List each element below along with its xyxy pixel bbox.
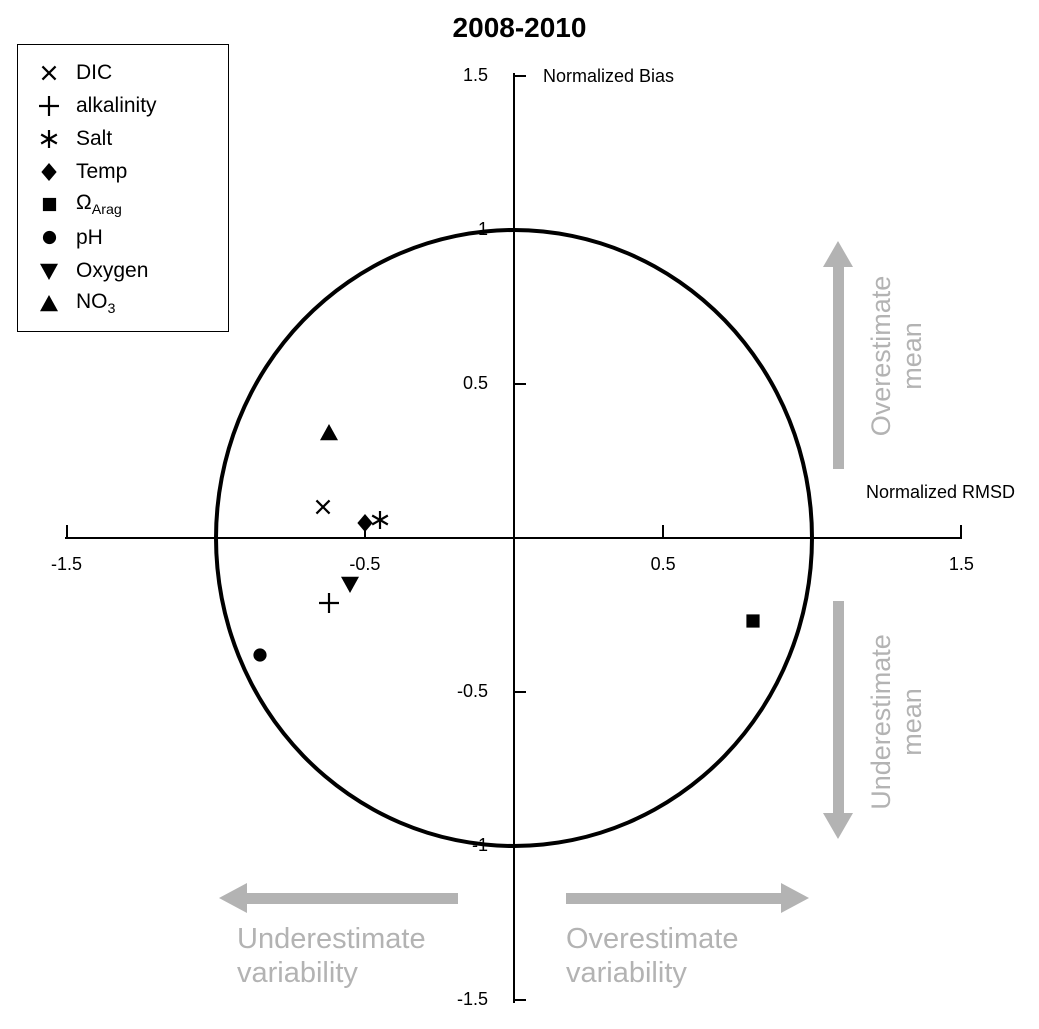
legend-item-no3: NO3 <box>18 287 228 320</box>
annotation-line: Overestimate <box>566 923 739 955</box>
legend-item-omega_arag: ΩArag <box>18 188 228 221</box>
x-tick-mark <box>811 525 814 537</box>
marker-oxygen <box>340 574 360 594</box>
x-marker-icon <box>32 64 66 82</box>
x-tick-label: -1.5 <box>51 554 83 574</box>
asterisk-marker-icon <box>32 129 66 149</box>
x-tick-mark <box>960 525 963 537</box>
y-tick-mark <box>514 690 526 693</box>
legend-label: NO3 <box>76 289 116 318</box>
unit-circle <box>214 228 814 848</box>
legend-item-temp: Temp <box>18 155 228 188</box>
marker-dic <box>314 498 332 516</box>
underestimate-mean-arrow <box>823 601 853 839</box>
annotation-overestimate-mean: Overestimate mean <box>866 241 928 471</box>
arrow-shaft <box>566 892 781 904</box>
y-tick-label: 1 <box>477 219 488 240</box>
marker-omega_arag <box>744 613 761 630</box>
legend-item-dic: DIC <box>18 56 228 89</box>
y-tick-label: -1 <box>471 834 488 855</box>
arrow-shaft <box>832 601 844 813</box>
marker-alkalinity <box>318 592 340 614</box>
annotation-line: variability <box>237 957 358 989</box>
arrow-head-right-icon <box>781 883 809 913</box>
marker-ph <box>252 646 269 663</box>
legend-label: pH <box>76 225 103 249</box>
diamond-marker-icon <box>32 162 66 182</box>
x-tick-mark <box>662 525 665 537</box>
marker-salt <box>370 510 390 530</box>
overestimate-mean-arrow <box>823 241 853 469</box>
y-tick-mark <box>514 998 526 1001</box>
marker-no3 <box>319 423 339 443</box>
annotation-line: Overestimate <box>866 275 896 437</box>
arrow-shaft <box>247 892 458 904</box>
y-tick-mark <box>514 383 526 386</box>
marker-temp <box>355 513 375 533</box>
legend: DIC alkalinity Salt Temp ΩArag pH Oxygen NO3 <box>17 44 229 332</box>
triangle-up-marker-icon <box>32 294 66 314</box>
y-tick-label: -0.5 <box>456 680 488 701</box>
legend-label: Salt <box>76 126 113 150</box>
arrow-head-up-icon <box>823 241 853 267</box>
y-tick-mark <box>514 844 526 847</box>
x-tick-label: 0.5 <box>650 554 676 574</box>
annotation-line: Underestimate <box>237 923 426 955</box>
x-tick-mark <box>65 525 68 537</box>
annotation-line: mean <box>897 688 927 756</box>
legend-label: alkalinity <box>76 93 157 117</box>
plus-marker-icon <box>32 95 66 117</box>
legend-item-alkalinity: alkalinity <box>18 89 228 122</box>
underestimate-variability-arrow <box>219 883 458 913</box>
annotation-line: variability <box>566 957 687 989</box>
y-tick-mark <box>514 229 526 232</box>
annotation-underestimate-variability: Underestimate variability <box>237 922 426 990</box>
annotation-line: Underestimate <box>866 634 896 810</box>
annotation-overestimate-variability: Overestimate variability <box>566 922 738 990</box>
x-tick-mark <box>214 525 217 537</box>
annotation-line: mean <box>897 322 927 390</box>
arrow-head-down-icon <box>823 813 853 839</box>
legend-label: Temp <box>76 159 128 183</box>
chart-title: 2008-2010 <box>452 12 587 43</box>
legend-item-salt: Salt <box>18 122 228 155</box>
arrow-shaft <box>832 267 844 469</box>
x-tick-label: -0.5 <box>349 554 381 574</box>
legend-item-ph: pH <box>18 221 228 254</box>
y-tick-mark <box>514 75 526 78</box>
legend-label: ΩArag <box>76 190 122 219</box>
square-marker-icon <box>32 196 66 213</box>
y-axis-title: Normalized Bias <box>543 66 675 86</box>
y-tick-label: -1.5 <box>456 988 488 1009</box>
annotation-underestimate-mean: Underestimate mean <box>866 607 928 837</box>
y-tick-label: 1.5 <box>462 65 488 86</box>
arrow-head-left-icon <box>219 883 247 913</box>
legend-item-oxygen: Oxygen <box>18 254 228 287</box>
legend-label: Oxygen <box>76 258 149 282</box>
legend-label: DIC <box>76 60 113 84</box>
overestimate-variability-arrow <box>566 883 809 913</box>
triangle-down-marker-icon <box>32 261 66 281</box>
x-tick-label: 1.5 <box>948 554 974 574</box>
circle-marker-icon <box>32 229 66 246</box>
x-axis-title: Normalized RMSD <box>866 482 1016 502</box>
y-tick-label: 0.5 <box>462 373 488 394</box>
